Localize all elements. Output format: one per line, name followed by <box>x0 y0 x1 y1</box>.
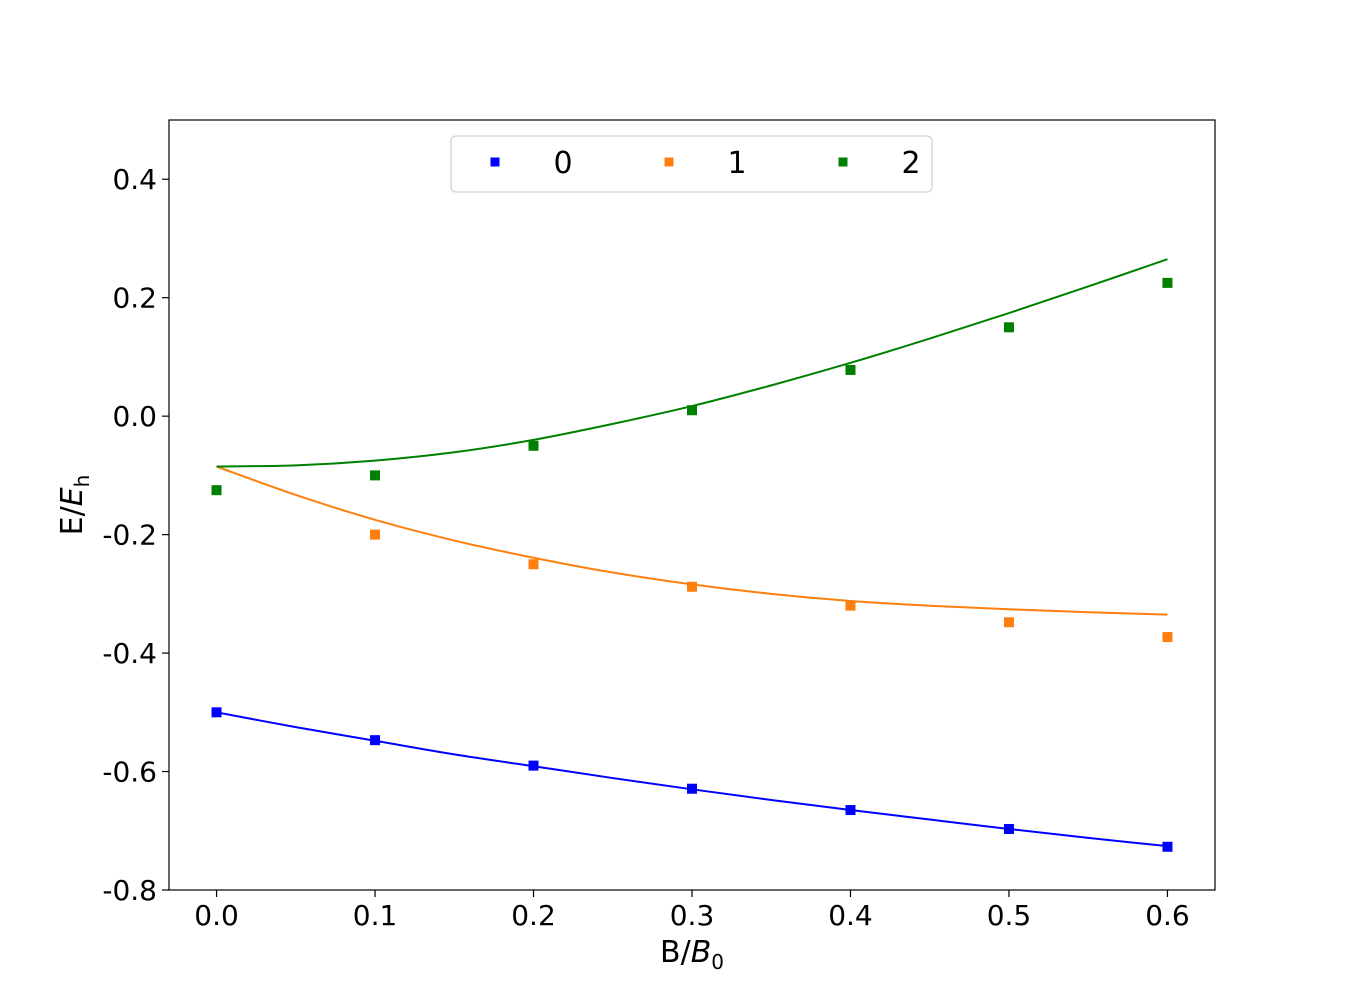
y-axis-label: E/Eh <box>55 475 94 536</box>
series-2-point <box>1162 277 1173 288</box>
legend-marker-2 <box>838 157 848 167</box>
y-tick-label: -0.2 <box>102 519 157 552</box>
x-tick-label: 0.5 <box>987 899 1032 932</box>
y-tick-label: -0.4 <box>102 637 157 670</box>
series-0-point <box>528 760 539 771</box>
series-0-point <box>687 783 697 794</box>
y-tick-label: 0.2 <box>112 282 157 315</box>
x-tick-label: 0.0 <box>194 899 239 932</box>
series-2-curve <box>216 258 1168 468</box>
x-tick-label: 0.1 <box>353 899 398 932</box>
legend-label-2: 2 <box>901 146 920 181</box>
series-1-curve <box>216 465 1168 616</box>
y-tick-label: 0.4 <box>112 163 157 196</box>
y-tick-label: -0.8 <box>102 874 157 907</box>
series-0-point <box>211 707 222 718</box>
series-0-point <box>370 735 381 746</box>
series-1-point <box>845 600 856 611</box>
series-2-point <box>211 485 222 496</box>
legend-label-1: 1 <box>727 146 746 181</box>
x-tick-label: 0.3 <box>670 899 715 932</box>
legend-marker-1 <box>664 157 674 167</box>
y-axis: 0.4 0.2 0.0 -0.2 -0.4 -0.6 -0.8 <box>102 163 169 907</box>
plot-background <box>169 120 1215 890</box>
series-1-point <box>687 581 697 592</box>
legend-box <box>450 135 933 193</box>
series-1-point <box>370 529 381 540</box>
series-2-point <box>1003 322 1014 333</box>
legend-items: 0 1 2 <box>490 146 921 181</box>
series-1-point <box>528 559 539 570</box>
series-0-point <box>1162 841 1173 852</box>
series-2-point <box>528 440 539 451</box>
series-markers <box>211 277 1173 852</box>
series-2-point <box>687 405 697 416</box>
legend-marker-0 <box>490 157 500 167</box>
series-2-point <box>845 364 856 375</box>
x-tick-label: 0.4 <box>828 899 873 932</box>
series-1-point <box>1003 617 1014 628</box>
x-axis-label: B/B0 <box>660 935 724 974</box>
x-tick-label: 0.6 <box>1145 899 1190 932</box>
x-axis: 0.0 0.1 0.2 0.3 0.4 0.5 0.6 <box>194 890 1190 932</box>
y-tick-label: 0.0 <box>112 400 157 433</box>
legend-label-0: 0 <box>553 146 572 181</box>
series-1-point <box>1162 632 1173 643</box>
series-0-point <box>845 805 856 816</box>
legend: 0 1 2 <box>450 135 933 193</box>
series-0-point <box>1003 823 1014 834</box>
series-2-point <box>370 470 381 481</box>
x-tick-label: 0.2 <box>511 899 556 932</box>
y-tick-label: -0.6 <box>102 756 157 789</box>
